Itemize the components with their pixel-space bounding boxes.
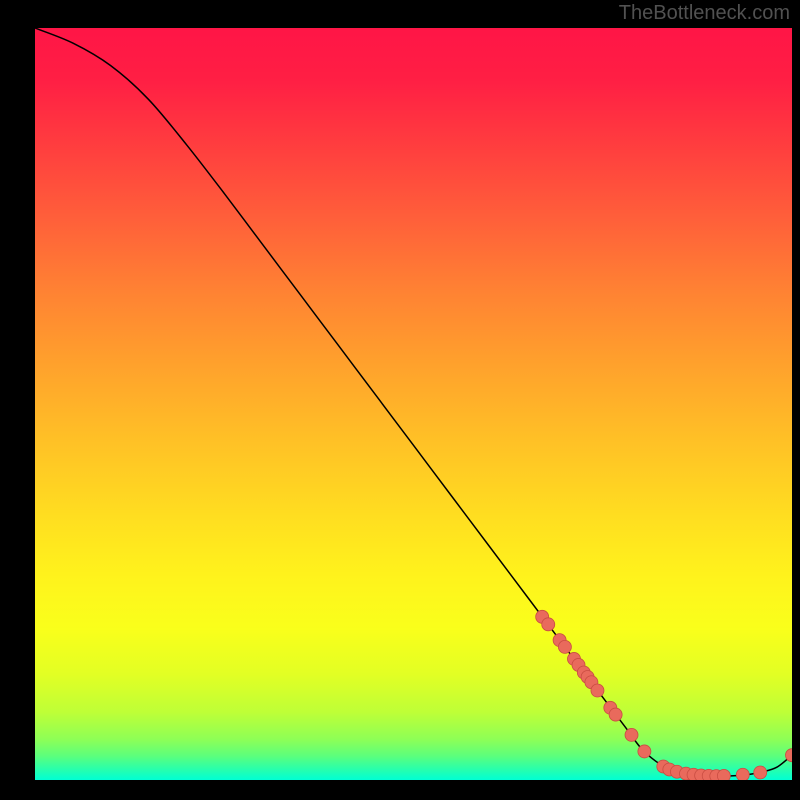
attribution-text: TheBottleneck.com	[619, 2, 790, 25]
data-point	[558, 640, 571, 653]
data-point	[625, 728, 638, 741]
bottleneck-curve	[35, 28, 792, 776]
plot-area	[35, 28, 792, 780]
data-point	[754, 766, 767, 779]
chart-svg	[35, 28, 792, 780]
data-point	[609, 708, 622, 721]
data-point	[736, 768, 749, 780]
data-markers	[536, 610, 792, 780]
data-point	[591, 684, 604, 697]
data-point	[717, 769, 730, 780]
data-point	[638, 745, 651, 758]
data-point	[542, 618, 555, 631]
